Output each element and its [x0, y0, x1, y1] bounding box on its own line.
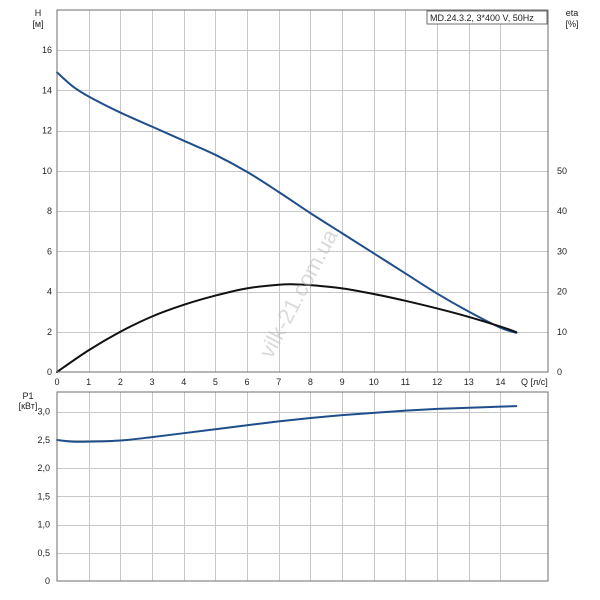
y2-tick-label-eta: 40: [557, 206, 567, 216]
y-axis-label-p1: P1: [22, 391, 33, 401]
y-tick-label-h: 14: [42, 85, 52, 95]
series-line-h: [56, 71, 518, 334]
y-tick-label-p1: 2,0: [37, 463, 50, 473]
x-tick-label: 11: [401, 377, 410, 387]
y2-tick-label-eta: 50: [557, 166, 567, 176]
power-chart: 0 0,5 1,0 1,5 2,0 2,5 3,0 P1 [кВт]: [19, 391, 549, 586]
y-tick-label-p1: 0,5: [37, 548, 50, 558]
x-tick-label: 5: [213, 377, 218, 387]
y-tick-label-h: 6: [47, 246, 52, 256]
y-tick-label-p1: 1,5: [37, 491, 50, 501]
x-axis-label-q: Q [л/с]: [521, 377, 548, 387]
x-tick-label: 14: [495, 377, 505, 387]
y-tick-label-h: 4: [47, 287, 52, 297]
y-tick-label-p1: 0: [45, 576, 50, 586]
y-axis-unit-p1: [кВт]: [19, 401, 38, 411]
y-axis-unit-h: [м]: [32, 19, 43, 29]
y2-tick-label-eta: 30: [557, 246, 567, 256]
x-tick-label: 1: [86, 377, 91, 387]
series-line-eta: [56, 283, 518, 373]
bottom-plot-frame: [56, 391, 549, 582]
x-tick-label: 9: [340, 377, 345, 387]
y2-tick-label-eta: 20: [557, 287, 567, 297]
x-tick-label: 2: [118, 377, 123, 387]
y-tick-label-h: 0: [47, 367, 52, 377]
chart-title-box: [426, 10, 548, 25]
top-plot-frame: [56, 9, 549, 373]
x-tick-label: 6: [245, 377, 250, 387]
y-axis-label-h: H: [35, 8, 42, 18]
y-tick-label-h: 2: [47, 327, 52, 337]
y2-axis-unit-eta: [%]: [565, 19, 578, 29]
y-tick-label-p1: 3,0: [37, 407, 50, 417]
chart-title: MD.24.3.2, 3*400 V, 50Hz: [430, 13, 534, 23]
top-curves: [56, 71, 518, 373]
watermark-text: vilk-21.com.ua: [254, 224, 343, 362]
x-tick-label: 0: [54, 377, 59, 387]
bottom-grid: [57, 392, 548, 581]
bottom-tick-labels: 0 0,5 1,0 1,5 2,0 2,5 3,0: [37, 407, 50, 586]
top-tick-labels: 0 1 2 3 4 5 6 7 8 9 10 11 12 13 1402468101214160102030…: [42, 45, 567, 387]
x-tick-label: 8: [308, 377, 313, 387]
y-tick-label-h: 12: [42, 126, 52, 136]
x-tick-label: 10: [369, 377, 379, 387]
y-tick-label-h: 10: [42, 166, 52, 176]
x-tick-label: 12: [432, 377, 442, 387]
x-tick-label: 13: [464, 377, 474, 387]
y2-tick-label-eta: 10: [557, 327, 567, 337]
y2-tick-label-eta: 0: [557, 367, 562, 377]
y-tick-label-h: 16: [42, 45, 52, 55]
y2-axis-label-eta: eta: [566, 8, 579, 18]
x-tick-label: 3: [150, 377, 155, 387]
y-tick-label-p1: 1,0: [37, 520, 50, 530]
y-tick-label-h: 8: [47, 206, 52, 216]
x-tick-label: 4: [181, 377, 186, 387]
series-line-p1: [56, 405, 518, 443]
bottom-curves: [56, 405, 518, 443]
top-grid: [57, 10, 548, 372]
head-efficiency-chart: 0 1 2 3 4 5 6 7 8 9 10 11 12 13 1402468101214160102030…: [32, 8, 578, 387]
y-tick-label-p1: 2,5: [37, 435, 50, 445]
x-tick-label: 7: [276, 377, 281, 387]
